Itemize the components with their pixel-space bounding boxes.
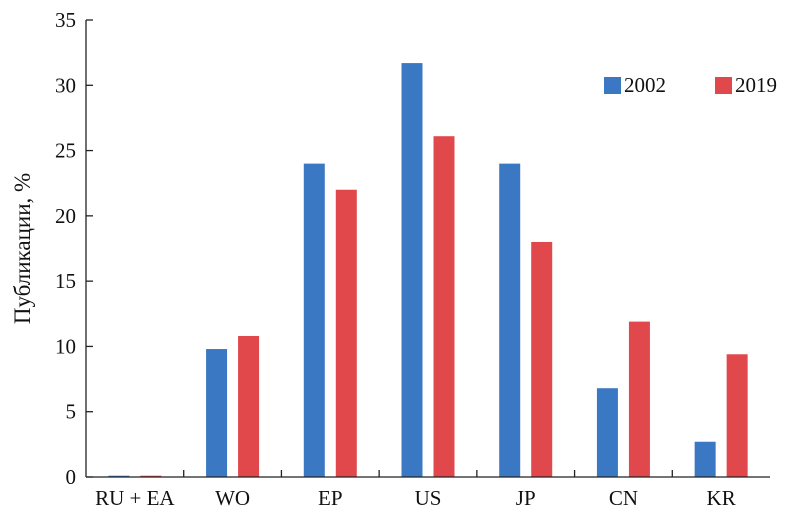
bar — [140, 475, 162, 477]
x-tick-label: KR — [707, 486, 736, 510]
legend-label: 2002 — [624, 73, 666, 97]
bar — [726, 354, 748, 477]
legend-label: 2019 — [735, 73, 777, 97]
x-axis: RU + EA WO EP US JP CN KR — [86, 470, 770, 510]
bar — [303, 163, 325, 477]
y-axis-title: Публикации, % — [10, 173, 35, 324]
x-tick-label: EP — [318, 486, 343, 510]
x-tick-label: US — [415, 486, 442, 510]
bar — [433, 136, 455, 478]
y-tick-label: 0 — [66, 465, 77, 489]
y-tick-label: 20 — [55, 204, 76, 228]
bar — [694, 441, 716, 477]
bar — [531, 241, 553, 477]
bar — [238, 335, 260, 477]
bars — [108, 63, 748, 478]
legend-swatch — [715, 77, 732, 94]
x-tick-label: WO — [215, 486, 250, 510]
bar — [499, 163, 521, 477]
bar — [596, 388, 618, 477]
y-tick-label: 5 — [66, 400, 77, 424]
legend-swatch — [604, 77, 621, 94]
y-tick-label: 35 — [55, 8, 76, 32]
y-tick-label: 10 — [55, 334, 76, 358]
y-tick-label: 30 — [55, 73, 76, 97]
x-tick-label: CN — [609, 486, 638, 510]
y-tick-label: 25 — [55, 139, 76, 163]
bar — [108, 475, 130, 477]
x-tick-label: RU + EA — [95, 486, 175, 510]
legend: 2002 2019 — [604, 73, 777, 97]
x-tick-label: JP — [516, 486, 536, 510]
bar — [335, 189, 357, 477]
y-axis: 0 5 10 15 20 25 30 35 — [55, 8, 93, 489]
bar — [206, 349, 228, 477]
bar — [401, 63, 423, 478]
y-tick-label: 15 — [55, 269, 76, 293]
bar — [628, 321, 650, 477]
